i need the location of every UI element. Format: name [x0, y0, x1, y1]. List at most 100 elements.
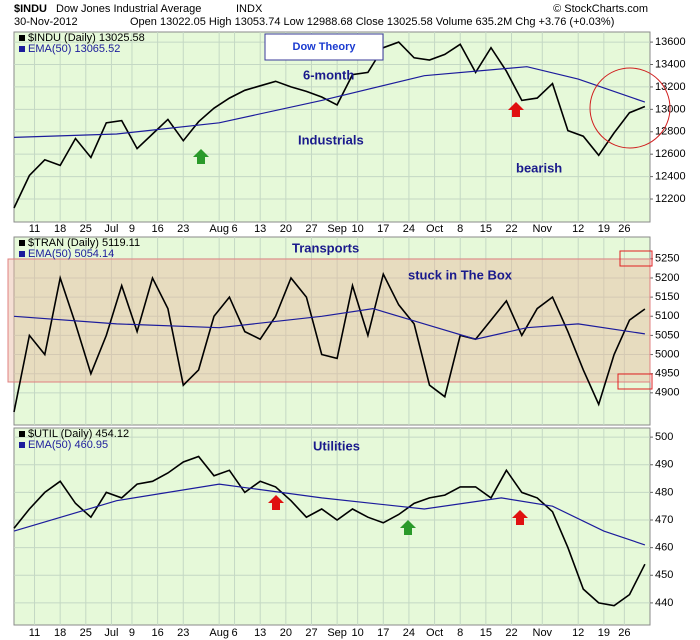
x-tick-label: 6 — [231, 627, 237, 639]
annotation: bearish — [516, 160, 562, 175]
x-tick-label: Nov — [533, 627, 553, 639]
arrow — [268, 495, 284, 510]
arrow — [400, 520, 416, 535]
x-tick-label: Sep — [327, 223, 347, 235]
x-tick-label: 19 — [598, 627, 610, 639]
exchange: INDX — [236, 3, 263, 15]
copyright: © StockCharts.com — [553, 3, 648, 15]
plot-area — [13, 31, 651, 223]
y-tick-label: 5250 — [655, 253, 679, 265]
x-tick-label: 24 — [403, 223, 415, 235]
ema-line — [13, 66, 646, 138]
y-tick-label: 13400 — [655, 58, 686, 70]
legend-swatch — [19, 35, 25, 41]
highlight-circle — [589, 67, 671, 149]
y-tick-label: 500 — [655, 431, 673, 443]
legend-entry: EMA(50) 13065.52 — [28, 43, 120, 55]
x-tick-label: 11 — [29, 627, 40, 639]
y-tick-label: 460 — [655, 542, 673, 554]
arrow — [508, 102, 524, 117]
x-tick-label: 27 — [305, 627, 317, 639]
annotation: stuck in The Box — [408, 267, 513, 282]
y-tick-label: 12600 — [655, 148, 686, 160]
x-tick-label: 15 — [480, 223, 492, 235]
x-tick-label: Oct — [426, 627, 443, 639]
legend-swatch — [19, 251, 25, 257]
x-tick-label: Jul — [104, 223, 118, 235]
legend-swatch — [19, 431, 25, 437]
legend-swatch — [19, 442, 25, 448]
legend-entry: $INDU (Daily) 13025.58 — [28, 32, 145, 44]
y-tick-label: 13200 — [655, 81, 686, 93]
y-tick-label: 490 — [655, 459, 673, 471]
x-tick-label: 20 — [280, 627, 292, 639]
arrow — [512, 510, 528, 525]
x-tick-label: 17 — [377, 627, 389, 639]
x-tick-label: 10 — [352, 223, 364, 235]
x-tick-label: 27 — [305, 223, 317, 235]
symbol: $INDU — [14, 3, 47, 15]
x-tick-label: 26 — [618, 223, 630, 235]
index-name: Dow Jones Industrial Average — [56, 3, 201, 15]
x-tick-label: 22 — [505, 627, 517, 639]
y-tick-label: 5000 — [655, 348, 679, 360]
x-tick-label: 17 — [377, 223, 389, 235]
x-tick-label: Oct — [426, 223, 443, 235]
y-tick-label: 4900 — [655, 387, 679, 399]
box-marker — [619, 250, 653, 267]
x-tick-label: 6 — [231, 223, 237, 235]
panel-title: Industrials — [298, 132, 364, 147]
legend-entry: $TRAN (Daily) 5119.11 — [28, 237, 140, 249]
x-tick-label: 10 — [352, 627, 364, 639]
x-tick-label: Jul — [104, 627, 118, 639]
x-tick-label: 8 — [457, 223, 463, 235]
plot-area — [13, 236, 651, 426]
y-tick-label: 13600 — [655, 36, 686, 48]
x-tick-label: 12 — [572, 627, 584, 639]
y-tick-label: 12400 — [655, 171, 686, 183]
panel-title: Utilities — [313, 438, 360, 453]
x-tick-label: 12 — [572, 223, 584, 235]
ema-line — [13, 307, 645, 340]
x-tick-label: 18 — [54, 627, 66, 639]
y-tick-label: 12200 — [655, 193, 686, 205]
x-tick-label: Aug — [209, 627, 229, 639]
arrow — [193, 149, 209, 164]
y-tick-label: 470 — [655, 514, 673, 526]
x-tick-label: 25 — [80, 223, 92, 235]
x-tick-label: 13 — [254, 627, 266, 639]
price-line — [13, 455, 646, 607]
x-tick-label: 20 — [280, 223, 292, 235]
y-tick-label: 440 — [655, 597, 673, 609]
x-tick-label: 9 — [129, 627, 135, 639]
panel-title: Transports — [292, 240, 359, 255]
x-tick-label: 26 — [618, 627, 630, 639]
price-stats: Open 13022.05 High 13053.74 Low 12988.68… — [130, 16, 614, 28]
y-tick-label: 5200 — [655, 272, 679, 284]
x-tick-label: 22 — [505, 223, 517, 235]
legend-entry: EMA(50) 5054.14 — [28, 248, 114, 260]
y-tick-label: 4950 — [655, 368, 679, 380]
box-marker — [617, 373, 653, 390]
price-line — [13, 41, 646, 209]
x-tick-label: 15 — [480, 627, 492, 639]
x-tick-label: Sep — [327, 627, 347, 639]
x-tick-label: 18 — [54, 223, 66, 235]
x-tick-label: 23 — [177, 627, 189, 639]
x-tick-label: 23 — [177, 223, 189, 235]
y-tick-label: 5150 — [655, 291, 679, 303]
x-tick-label: 19 — [598, 223, 610, 235]
x-tick-label: 16 — [151, 627, 163, 639]
date: 30-Nov-2012 — [14, 16, 78, 28]
box-range — [7, 258, 651, 383]
legend-entry: $UTIL (Daily) 454.12 — [28, 428, 129, 440]
x-tick-label: Nov — [533, 223, 553, 235]
legend-entry: EMA(50) 460.95 — [28, 439, 108, 451]
ema-line — [13, 483, 646, 546]
price-line — [13, 271, 646, 413]
x-tick-label: 9 — [129, 223, 135, 235]
x-tick-label: 11 — [29, 223, 40, 235]
x-tick-label: 25 — [80, 627, 92, 639]
x-tick-label: 24 — [403, 627, 415, 639]
